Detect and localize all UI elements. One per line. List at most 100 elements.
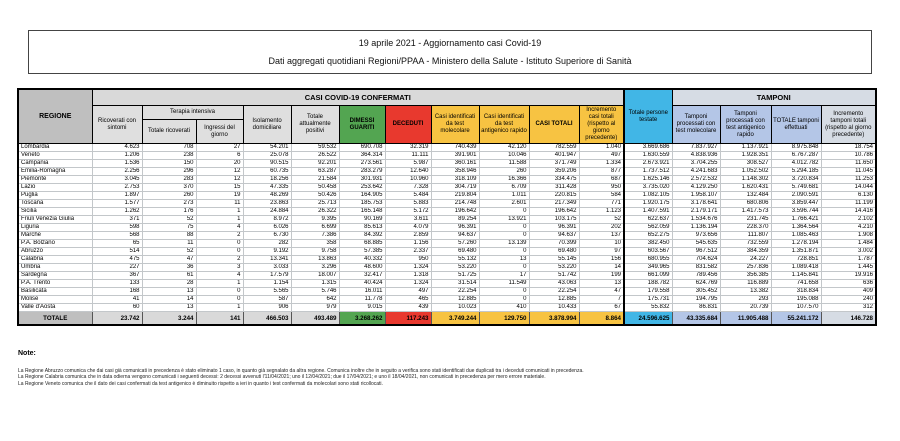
- value-cell: 283.279: [338, 167, 386, 176]
- column-header-ti-totale: Totale ricoverati: [141, 119, 197, 144]
- region-name-cell: Campania: [17, 159, 93, 168]
- value-cell: 514: [91, 247, 143, 256]
- value-cell: 25.078: [242, 151, 292, 160]
- section-header-tamponi: TAMPONI: [671, 88, 877, 106]
- value-cell: 1.052.502: [719, 167, 772, 176]
- value-cell: 111.807: [719, 231, 772, 240]
- value-cell: 11.650: [820, 159, 877, 168]
- report-title: 19 aprile 2021 - Aggiornamento casi Covi…: [358, 38, 542, 49]
- value-cell: 1.908: [820, 231, 877, 240]
- value-cell: 94.637: [430, 231, 480, 240]
- value-cell: 3.596.744: [770, 207, 822, 216]
- value-cell: 14: [141, 295, 197, 304]
- value-cell: 950: [384, 255, 432, 264]
- value-cell: 1.536: [91, 159, 143, 168]
- value-cell: 25.713: [290, 199, 340, 208]
- value-cell: 305.452: [671, 287, 721, 296]
- column-header-casi-antigenico: Casi identificati da test antigenico rap…: [478, 105, 530, 144]
- value-cell: 14: [578, 263, 625, 272]
- note-line-veneto: La Regione Veneto comunica che il dato d…: [18, 380, 383, 387]
- value-cell: 47: [141, 255, 197, 264]
- value-cell: 1.262: [91, 207, 143, 216]
- value-cell: 14.416: [820, 207, 877, 216]
- value-cell: 622.637: [623, 215, 673, 224]
- value-cell: 220.815: [528, 191, 580, 200]
- column-header-deceduti: DECEDUTI: [384, 105, 432, 144]
- value-cell: 4.241.683: [671, 167, 721, 176]
- value-cell: 1.154: [242, 279, 292, 288]
- value-cell: 13.139: [478, 239, 530, 248]
- value-cell: 90.515: [242, 159, 292, 168]
- value-cell: 7.386: [290, 231, 340, 240]
- value-cell: 0: [478, 231, 530, 240]
- value-cell: 771: [578, 199, 625, 208]
- value-cell: 358: [290, 239, 340, 248]
- value-cell: 137: [578, 231, 625, 240]
- value-cell: 11.199: [820, 199, 877, 208]
- column-header-casi-molecolare: Casi identificati da test molecolare: [430, 105, 480, 144]
- value-cell: 1.625.146: [623, 175, 673, 184]
- value-cell: 0: [478, 223, 530, 232]
- value-cell: 1.534.676: [671, 215, 721, 224]
- value-cell: 624.769: [671, 279, 721, 288]
- value-cell: 296: [141, 167, 197, 176]
- value-cell: 5.172: [384, 207, 432, 216]
- value-cell: 16.011: [338, 287, 386, 296]
- value-cell: 227: [91, 263, 143, 272]
- value-cell: 2.090.591: [770, 191, 822, 200]
- value-cell: 67: [578, 303, 625, 312]
- value-cell: 12.885: [528, 295, 580, 304]
- value-cell: 231.745: [719, 215, 772, 224]
- value-cell: 4.838.936: [671, 151, 721, 160]
- value-cell: 55.832: [623, 303, 673, 312]
- value-cell: 90.169: [338, 215, 386, 224]
- value-cell: 1.040: [578, 143, 625, 152]
- value-cell: 65: [91, 239, 143, 248]
- covid-data-table: REGIONE CASI COVID-19 CONFERMATI Totale …: [17, 88, 877, 326]
- column-header-persone-testate: Totale persone testate: [623, 88, 673, 144]
- table-row: P.A. Trento 133 28 1 1.154 1.315 40.424 1.324 31…: [17, 279, 877, 288]
- value-cell: 4.079: [384, 223, 432, 232]
- value-cell: 55.132: [430, 255, 480, 264]
- value-cell: 52: [141, 215, 197, 224]
- value-cell: 789.456: [671, 271, 721, 280]
- value-cell: 52: [578, 215, 625, 224]
- value-cell: 68.885: [338, 239, 386, 248]
- value-cell: 308.527: [719, 159, 772, 168]
- value-cell: 3.002: [820, 247, 877, 256]
- value-cell: 2: [195, 255, 244, 264]
- value-cell: 214.748: [430, 199, 480, 208]
- value-cell: 24.884: [242, 207, 292, 216]
- value-cell: 20.739: [719, 303, 772, 312]
- value-cell: 690.708: [338, 143, 386, 152]
- section-header-casi-confermati: CASI COVID-19 CONFERMATI: [91, 88, 625, 106]
- value-cell: 1.137.921: [719, 143, 772, 152]
- column-header-casi-totali: CASI TOTALI: [528, 105, 580, 144]
- value-cell: 165.148: [338, 207, 386, 216]
- value-cell: 273.561: [338, 159, 386, 168]
- table-row: Valle d'Aosta 60 13 1 906 979 9.015 439 10.023 41…: [17, 303, 877, 312]
- value-cell: 188.782: [623, 279, 673, 288]
- table-row: Piemonte 3.045 283 12 18.256 21.584 301.931 10.…: [17, 175, 877, 184]
- table-row: Calabria 475 47 2 13.341 13.863 40.332 950 55.13…: [17, 255, 877, 264]
- value-cell: 391.901: [430, 151, 480, 160]
- value-cell: 133: [91, 279, 143, 288]
- value-cell: 21.584: [290, 175, 340, 184]
- value-cell: 1.958.107: [671, 191, 721, 200]
- column-header-incremento-casi: Incremento casi totali (rispetto al gior…: [578, 105, 625, 144]
- value-cell: 409: [820, 287, 877, 296]
- totale-label-cell: TOTALE: [17, 311, 93, 326]
- value-cell: 5.987: [384, 159, 432, 168]
- value-cell: 367: [91, 271, 143, 280]
- value-cell: 75: [141, 223, 197, 232]
- region-name-cell: Piemonte: [17, 175, 93, 184]
- value-cell: 5.565: [242, 287, 292, 296]
- value-cell: 2: [195, 231, 244, 240]
- value-cell: 497: [578, 151, 625, 160]
- value-cell: 6.130: [820, 191, 877, 200]
- value-cell: 51.742: [528, 271, 580, 280]
- value-cell: 195.088: [770, 295, 822, 304]
- value-cell: 3.704.255: [671, 159, 721, 168]
- table-row: Umbria 227 36 3 3.033 3.296 48.600 1.324 53.220 0…: [17, 263, 877, 272]
- value-cell: 1.082.105: [623, 191, 673, 200]
